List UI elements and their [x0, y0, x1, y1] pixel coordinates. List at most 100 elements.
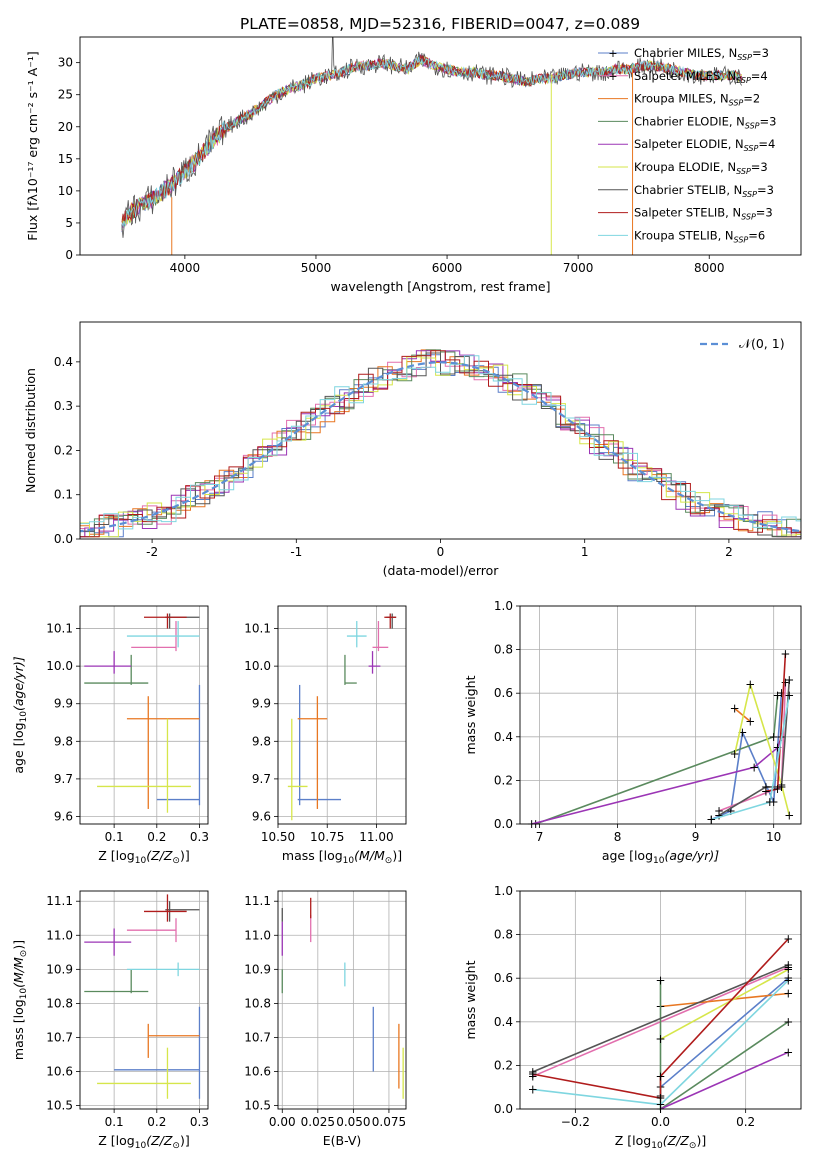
weight-marker: + [769, 730, 779, 744]
legend-entry-sub: SSP [744, 144, 759, 153]
legend-entry-text: Kroupa STELIB, N [634, 228, 734, 242]
weight-marker: + [726, 804, 736, 818]
legend-entry-text: Salpeter ELODIE, N [634, 137, 744, 151]
error-point [97, 718, 191, 813]
weight-marker: + [714, 804, 724, 818]
histograms [80, 349, 801, 538]
weight-marker: + [783, 960, 793, 974]
legend-entry-tail: =6 [748, 228, 765, 242]
panel-ebv-mass: 0.00 0.025 0.050 0.075 10.5 10.6 10.7 10.8 10.9 1… [244, 890, 407, 1148]
x-tick-label: -1 [290, 545, 302, 559]
legend-entry: Kroupa ELODIE, NSSP=3 [634, 160, 768, 176]
error-point [126, 918, 177, 943]
x-axis-label-part: 10 [135, 1141, 147, 1151]
legend-entry: Kroupa MILES, NSSP=2 [634, 92, 760, 108]
x-tick-label: 0.00 [269, 1115, 296, 1129]
x-tick-label: 0.2 [147, 1115, 166, 1129]
legend-entry: Chabrier MILES, NSSP=3 [634, 46, 769, 62]
weight-marker: + [773, 741, 783, 755]
y-axis-label: age [log10(age/yr)] [11, 656, 29, 773]
y-tick-label: 9.6 [54, 809, 73, 823]
error-point [287, 718, 308, 821]
error-point [84, 651, 132, 674]
histogram-series [80, 355, 801, 530]
weight-marker: + [749, 760, 759, 774]
error-point [346, 621, 367, 648]
weight-series: +++ [655, 962, 793, 1046]
weight-series: +++ [528, 973, 794, 1111]
weight-marker: + [765, 795, 775, 809]
weight-series: ++++ [714, 673, 794, 822]
y-tick-label: 0.0 [494, 1102, 513, 1116]
axes-frame [277, 605, 407, 825]
weight-marker: + [780, 647, 790, 661]
y-tick-label: 9.9 [252, 697, 271, 711]
y-tick-label: 9.8 [54, 734, 73, 748]
error-point [84, 928, 132, 956]
weight-marker: + [655, 1098, 665, 1112]
weight-series: +++ [761, 647, 791, 798]
legend-entry-text: Salpeter MILES, N [634, 69, 736, 83]
x-tick-label: 0.3 [190, 1115, 209, 1129]
x-tick-label: 6000 [432, 261, 463, 275]
weight-marker: + [769, 795, 779, 809]
weight-marker: + [784, 688, 794, 702]
y-tick-label: 10.8 [46, 996, 73, 1010]
x-axis-label: E(B-V) [323, 1133, 362, 1148]
weight-line [710, 695, 791, 821]
y-tick-label: 15 [58, 152, 73, 166]
x-axis-label: Z [log10(Z/Z⊙)] [98, 848, 189, 866]
legend-entry: Salpeter STELIB, NSSP=3 [634, 206, 773, 222]
y-axis-label-part: 10 [19, 988, 29, 1000]
y-tick-label: 9.9 [54, 697, 73, 711]
x-tick-label: 0.025 [301, 1115, 335, 1129]
y-tick-label: 0.6 [494, 686, 513, 700]
weight-marker: + [745, 677, 755, 691]
error-point [156, 684, 201, 806]
legend-entry-sub: SSP [734, 235, 749, 244]
x-tick-label: 10 [766, 830, 781, 844]
y-tick-label: 10.7 [46, 1030, 73, 1044]
weight-marker: + [655, 1069, 665, 1083]
y-axis-label-part: mass [log [11, 999, 26, 1060]
y-tick-label: 10.5 [46, 1099, 73, 1113]
error-point [126, 962, 200, 977]
error-point [386, 613, 397, 629]
legend-entry-text: Chabrier STELIB, N [634, 183, 742, 197]
x-tick-label: 8 [614, 830, 622, 844]
legend-marker: + [608, 70, 617, 83]
x-axis-label-part: ⊙ [172, 856, 180, 866]
y-tick-label: 0.4 [494, 1015, 513, 1029]
x-axis-label-part: Z [log [98, 848, 134, 863]
weight-marker: + [773, 782, 783, 796]
legend-entry-text: Chabrier MILES, N [634, 46, 737, 60]
weight-marker: + [528, 1065, 538, 1079]
weight-line [535, 695, 779, 825]
weight-marker: + [780, 675, 790, 689]
x-tick-label: 8000 [694, 261, 725, 275]
x-axis-label-part: (age/yr)] [664, 848, 719, 863]
weight-line [660, 1051, 789, 1110]
y-tick-label: 0.6 [494, 971, 513, 985]
weight-marker: + [761, 784, 771, 798]
x-tick-label: 0.1 [105, 830, 124, 844]
weight-marker: + [706, 813, 716, 827]
y-tick-label: 10.9 [244, 962, 271, 976]
x-axis-label-part: 10 [343, 856, 355, 866]
x-tick-label: 4000 [170, 261, 201, 275]
x-axis-label: age [log10(age/yr)] [602, 848, 719, 866]
weight-marker: + [776, 780, 786, 794]
x-axis-label: wavelength [Angstrom, rest frame] [330, 279, 550, 294]
error-point [126, 621, 200, 648]
x-tick-label: 2 [725, 545, 733, 559]
weight-marker: + [784, 673, 794, 687]
weight-marker: + [773, 688, 783, 702]
weight-line [532, 964, 789, 1073]
weight-marker: + [783, 971, 793, 985]
weight-line [532, 938, 789, 1100]
weight-marker: + [730, 701, 740, 715]
y-axis-label-part: (age/yr)] [11, 656, 26, 711]
y-tick-label: 10.6 [46, 1065, 73, 1079]
weight-marker: + [655, 1091, 665, 1105]
x-axis-label-part: Z [log [98, 1133, 134, 1148]
